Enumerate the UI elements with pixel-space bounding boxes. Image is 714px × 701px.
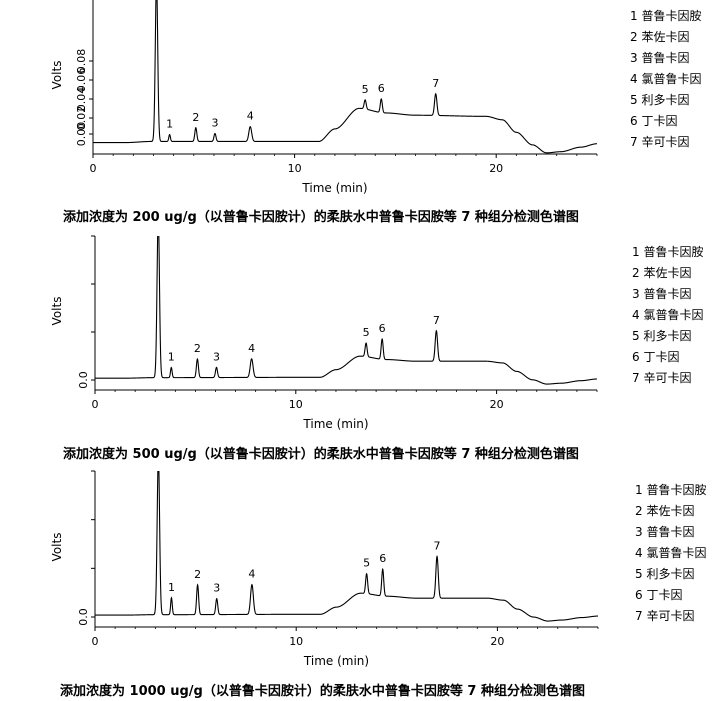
peak-label-6: 6: [379, 322, 386, 335]
peak-label-5: 5: [363, 326, 370, 339]
y-axis-title: Volts: [50, 533, 64, 562]
legend-entry: 6 丁卡因: [630, 114, 677, 128]
x-tick-label: 0: [92, 635, 99, 648]
x-axis-title: Time (min): [302, 417, 368, 431]
y-tick-label: 0.02: [75, 106, 88, 131]
legend-entry: 1 普鲁卡因胺: [630, 9, 701, 23]
x-tick-label: 20: [490, 635, 504, 648]
x-tick-label: 20: [489, 162, 503, 175]
peak-label-7: 7: [433, 314, 440, 327]
peak-label-5: 5: [362, 83, 369, 96]
y-axis-title: Volts: [50, 61, 64, 90]
legend-entry: 1 普鲁卡因胺: [632, 245, 703, 259]
signal-trace: [93, 0, 597, 154]
peak-label-2: 2: [194, 568, 201, 581]
figure-caption: 添加浓度为 500 ug/g（以普鲁卡因胺计）的柔肤水中普鲁卡因胺等 7 种组分…: [63, 446, 579, 462]
x-axis-title: Time (min): [303, 654, 369, 668]
legend-entry: 3 普鲁卡因: [635, 525, 694, 539]
y-tick-label: 0.00: [75, 122, 88, 147]
peak-label-3: 3: [213, 350, 220, 363]
peak-label-4: 4: [248, 568, 255, 581]
legend-entry: 2 苯佐卡因: [635, 504, 694, 518]
legend-entry: 7 辛可卡因: [630, 135, 689, 149]
peak-label-4: 4: [248, 342, 255, 355]
y-tick-label: 0.0: [77, 608, 90, 626]
peak-label-2: 2: [194, 342, 201, 355]
legend-entry: 3 普鲁卡因: [632, 287, 691, 301]
x-tick-label: 0: [92, 398, 99, 411]
y-axis-title: Volts: [50, 297, 64, 326]
y-tick-label: 0.08: [75, 49, 88, 74]
legend-entry: 3 普鲁卡因: [630, 51, 689, 65]
legend-entry: 7 辛可卡因: [632, 371, 691, 385]
peak-label-6: 6: [379, 552, 386, 565]
legend-entry: 4 氯普鲁卡因: [630, 72, 701, 86]
peak-label-6: 6: [378, 82, 385, 95]
signal-trace: [95, 471, 598, 622]
x-axis-title: Time (min): [301, 181, 367, 195]
y-tick-label: 0.04: [75, 87, 88, 112]
signal-trace: [95, 236, 597, 385]
legend-entry: 5 利多卡因: [630, 93, 689, 107]
legend-entry: 4 氯普鲁卡因: [635, 546, 706, 560]
legend-entry: 6 丁卡因: [635, 588, 682, 602]
peak-label-5: 5: [363, 557, 370, 570]
legend-entry: 2 苯佐卡因: [632, 266, 691, 280]
legend-entry: 1 普鲁卡因胺: [635, 483, 706, 497]
x-tick-label: 10: [289, 398, 303, 411]
peak-label-2: 2: [192, 111, 199, 124]
x-tick-label: 0: [90, 162, 97, 175]
peak-label-3: 3: [213, 582, 220, 595]
figure-caption: 添加浓度为 1000 ug/g（以普鲁卡因胺计）的柔肤水中普鲁卡因胺等 7 种组…: [60, 683, 585, 699]
peak-label-1: 1: [168, 581, 175, 594]
legend-entry: 7 辛可卡因: [635, 609, 694, 623]
legend-entry: 4 氯普鲁卡因: [632, 308, 703, 322]
legend-entry: 5 利多卡因: [632, 329, 691, 343]
peak-label-7: 7: [432, 77, 439, 90]
chromatogram-panel-3: 1 23 4 5 6 7 0 10 20 0.0 Time (min) Volts 1 普鲁卡因胺 2 苯…: [50, 470, 706, 699]
y-tick-label: 0.0: [77, 371, 90, 389]
legend-entry: 6 丁卡因: [632, 350, 679, 364]
x-tick-label: 10: [288, 162, 302, 175]
chromatogram-panel-2: 1 23 4 5 6 7 0 10 20 0.0 Time (min) Volts 1 普鲁卡因胺 2 苯…: [50, 235, 703, 462]
legend-entry: 5 利多卡因: [635, 567, 694, 581]
peak-label-1: 1: [166, 118, 173, 131]
peak-label-7: 7: [434, 539, 441, 552]
x-tick-label: 10: [289, 635, 303, 648]
peak-label-1: 1: [168, 350, 175, 363]
legend-entry: 2 苯佐卡因: [630, 30, 689, 44]
peak-label-3: 3: [211, 116, 218, 129]
chromatogram-panel-1: 1 2 3 4 5 6 7 0 10 20 0.000.020.040.060.08 Time (mi…: [50, 0, 701, 225]
figure-caption: 添加浓度为 200 ug/g（以普鲁卡因胺计）的柔肤水中普鲁卡因胺等 7 种组分…: [63, 209, 579, 225]
peak-label-4: 4: [247, 110, 254, 123]
y-tick-label: 0.06: [75, 68, 88, 93]
x-tick-label: 20: [490, 398, 504, 411]
